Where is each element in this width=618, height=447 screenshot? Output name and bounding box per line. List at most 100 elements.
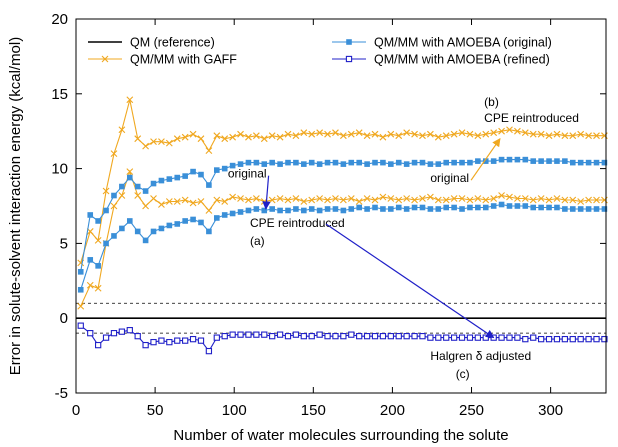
data-point [119,225,125,232]
data-point [292,195,300,202]
data-point [537,335,545,343]
data-point [284,333,292,340]
data-point [466,334,474,341]
data-point [324,206,331,212]
legend: QM (reference) QM/MM with GAFF QM/MM with … [88,36,552,67]
data-point [166,176,173,182]
data-point [467,204,473,211]
data-point [530,334,537,341]
data-point [103,207,109,214]
data-point [237,195,244,202]
data-point [111,192,117,199]
data-point [253,331,260,338]
data-point [229,133,237,141]
data-point [237,130,244,138]
data-point [316,161,323,167]
data-point [458,195,466,202]
data-point [411,196,418,204]
data-point [118,328,126,335]
data-point [189,199,197,207]
data-point [269,206,275,212]
data-point [221,165,228,172]
data-point [213,334,220,341]
data-point [554,158,560,164]
data-point [450,130,458,138]
data-point [545,196,553,204]
data-point [553,195,561,202]
data-point [553,335,561,343]
data-point [276,195,284,202]
data-point [237,331,244,338]
data-point [197,198,205,205]
data-point [165,139,173,147]
data-point [126,168,134,175]
data-point [403,129,411,137]
data-point [435,161,442,167]
data-point [332,206,339,212]
annotation-arrow [470,137,501,181]
data-point [403,206,410,212]
data-point [205,347,213,355]
data-point [345,55,353,63]
data-point [443,204,450,211]
data-point [427,161,434,167]
legend-item-1: QM/MM with GAFF [88,53,237,67]
data-point [316,207,323,214]
data-point [482,204,489,211]
data-point [585,159,592,166]
data-point [498,127,505,135]
data-point [474,132,482,140]
data-point [601,206,608,212]
data-point [490,203,497,209]
data-point [252,132,260,140]
data-point [387,333,394,340]
data-point [537,130,545,138]
data-point [561,335,569,343]
data-point [134,333,141,340]
data-point [324,333,331,340]
data-point [546,204,552,211]
data-point [110,330,118,337]
data-point [142,142,150,150]
data-point [237,209,244,215]
data-point [134,135,142,143]
data-point [371,130,379,138]
data-point [450,334,458,341]
data-point [229,162,236,169]
data-point [411,204,418,211]
data-point [545,132,553,140]
data-point [419,204,426,211]
data-point [95,218,101,224]
data-point [150,228,157,235]
data-point [245,159,252,166]
data-point [379,333,387,340]
data-point [277,161,283,167]
data-point [395,159,402,166]
data-point [142,341,149,349]
annotation-a-cpe: CPE reintroduced [250,216,345,230]
data-point [339,196,347,204]
data-point [252,195,260,202]
data-point [166,338,173,346]
data-point [276,133,284,141]
data-point [174,174,181,181]
data-point [110,202,118,210]
data-point [435,334,442,341]
data-point [562,206,568,212]
data-point [348,331,355,338]
data-point [261,161,268,167]
data-point [482,130,490,138]
data-point [174,337,181,344]
data-point [340,207,347,214]
data-point [411,159,418,166]
data-point [261,331,268,338]
data-point [103,240,109,247]
data-point [356,333,363,340]
data-point [158,138,165,146]
data-point [380,206,386,212]
data-point [561,132,569,140]
data-point [554,204,560,211]
data-point [403,161,410,167]
data-point [442,132,450,140]
